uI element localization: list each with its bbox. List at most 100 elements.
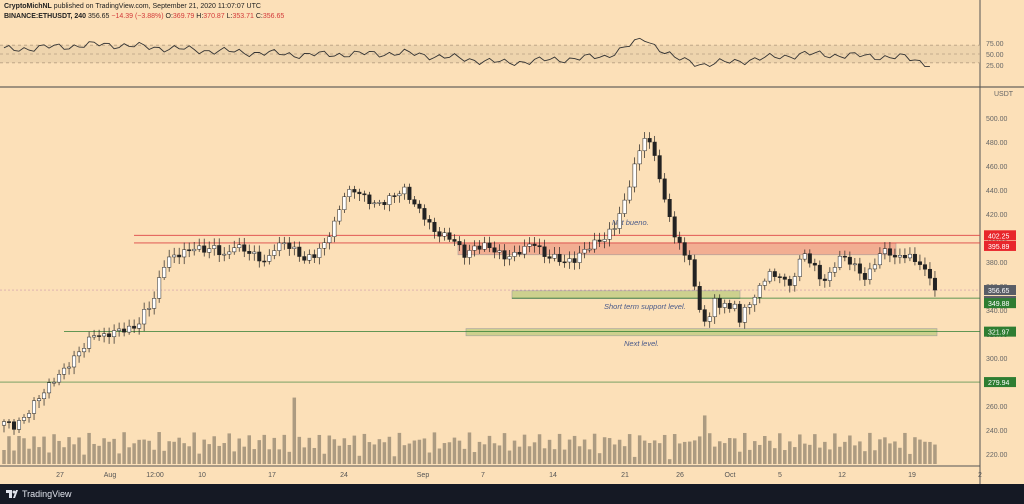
- volume-bar: [122, 432, 126, 464]
- candle-body: [782, 276, 787, 280]
- time-tick-label: 2: [978, 472, 982, 479]
- candle-body: [597, 239, 602, 242]
- candle-body: [787, 279, 792, 286]
- volume-bar: [868, 432, 872, 464]
- time-tick-label: 19: [908, 472, 916, 479]
- volume-bar: [833, 433, 837, 464]
- volume-bar: [753, 441, 757, 464]
- candle-body: [802, 253, 807, 260]
- candle-body: [767, 271, 772, 282]
- volume-bar: [487, 435, 492, 464]
- price-tick-label: 440.00: [986, 188, 1008, 195]
- price-badge: [984, 326, 1016, 337]
- volume-bar: [452, 437, 457, 464]
- price-badge: [984, 298, 1016, 309]
- candle-body: [187, 249, 192, 252]
- candle-body: [117, 328, 122, 331]
- volume-bar: [437, 448, 442, 464]
- volume-bar: [878, 439, 882, 464]
- volume-bar: [547, 439, 552, 464]
- candle-body: [92, 335, 97, 338]
- candle-body: [437, 231, 442, 237]
- candle-body: [482, 242, 487, 250]
- candle-body: [192, 248, 197, 252]
- volume-bar: [77, 437, 81, 464]
- candle-body: [667, 199, 672, 218]
- time-tick-label: 5: [778, 472, 782, 479]
- candle-body: [287, 242, 292, 249]
- volume-bar: [908, 453, 912, 464]
- time-tick-label: Aug: [104, 472, 117, 479]
- candle-body: [372, 202, 377, 205]
- candle-body: [742, 307, 747, 323]
- price-badge: [984, 285, 1016, 296]
- volume-bar: [823, 441, 827, 464]
- price-badge-label: 321.97: [988, 330, 1010, 337]
- candle-body: [307, 254, 312, 261]
- symbol-name[interactable]: BINANCE:ETHUSDT, 240: [4, 13, 87, 20]
- volume-bar: [332, 439, 337, 464]
- volume-bar: [347, 444, 352, 464]
- candle-body: [832, 267, 837, 273]
- candle-body: [262, 260, 267, 263]
- volume-bar: [712, 446, 717, 464]
- candle-body: [467, 250, 472, 258]
- candle-body: [152, 298, 157, 309]
- volume-bar: [267, 449, 272, 464]
- candle-body: [67, 366, 72, 369]
- candle-body: [777, 276, 782, 278]
- candle-body: [672, 216, 677, 238]
- published-text: published on TradingView.com, September …: [53, 3, 261, 10]
- candle-body: [617, 213, 622, 229]
- candle-body: [562, 261, 567, 264]
- volume-bar: [727, 438, 732, 464]
- annotation-short_term_support: Short term support level.: [604, 302, 686, 311]
- candle-body: [387, 195, 392, 205]
- candle-body: [427, 219, 432, 223]
- volume-bar: [2, 450, 6, 464]
- volume-bar: [217, 445, 221, 464]
- oscillator-tick-label: 25.00: [986, 63, 1004, 70]
- candle-body: [687, 255, 692, 260]
- time-tick-label: Oct: [725, 472, 736, 479]
- candle-body: [312, 254, 317, 258]
- volume-bar: [152, 449, 156, 464]
- candle-body: [402, 186, 407, 195]
- volume-bar: [853, 445, 857, 464]
- volume-bar: [142, 439, 146, 464]
- volume-bar: [863, 451, 867, 464]
- candle-body: [492, 247, 497, 253]
- volume-bar: [873, 450, 877, 464]
- candle-body: [707, 316, 712, 322]
- price-badge: [984, 377, 1016, 388]
- price-tick-label: 420.00: [986, 212, 1008, 219]
- candle-body: [442, 232, 447, 237]
- candle-body: [272, 250, 277, 256]
- volume-bar: [773, 448, 777, 464]
- candle-body: [327, 236, 332, 243]
- volume-bar: [532, 442, 537, 464]
- volume-bar: [462, 448, 467, 464]
- volume-bar: [562, 449, 567, 464]
- volume-bar: [522, 434, 527, 464]
- candle-body: [512, 251, 517, 257]
- volume-bar: [232, 451, 236, 464]
- volume-bar: [112, 438, 116, 464]
- volume-bar: [252, 449, 257, 464]
- footer-bar: TradingView: [0, 484, 1024, 504]
- candle-body: [632, 163, 637, 188]
- volume-bar: [748, 449, 752, 464]
- chart-canvas[interactable]: 75.00 50.00 25.00 USDT 500.00 480.00 460.00 440…: [0, 0, 1024, 484]
- candle-body: [747, 304, 752, 308]
- candle-body: [397, 193, 402, 197]
- open-value: 369.79: [172, 13, 195, 20]
- candle-body: [167, 256, 172, 268]
- candle-body: [852, 263, 857, 266]
- tradingview-logo-icon[interactable]: [6, 488, 18, 500]
- price-tick-label: 460.00: [986, 164, 1008, 171]
- volume-bar: [237, 438, 241, 464]
- publisher-name[interactable]: CryptoMichNL: [4, 3, 52, 10]
- volume-bar: [467, 432, 472, 464]
- volume-bar: [557, 433, 562, 464]
- volume-bar: [903, 432, 907, 464]
